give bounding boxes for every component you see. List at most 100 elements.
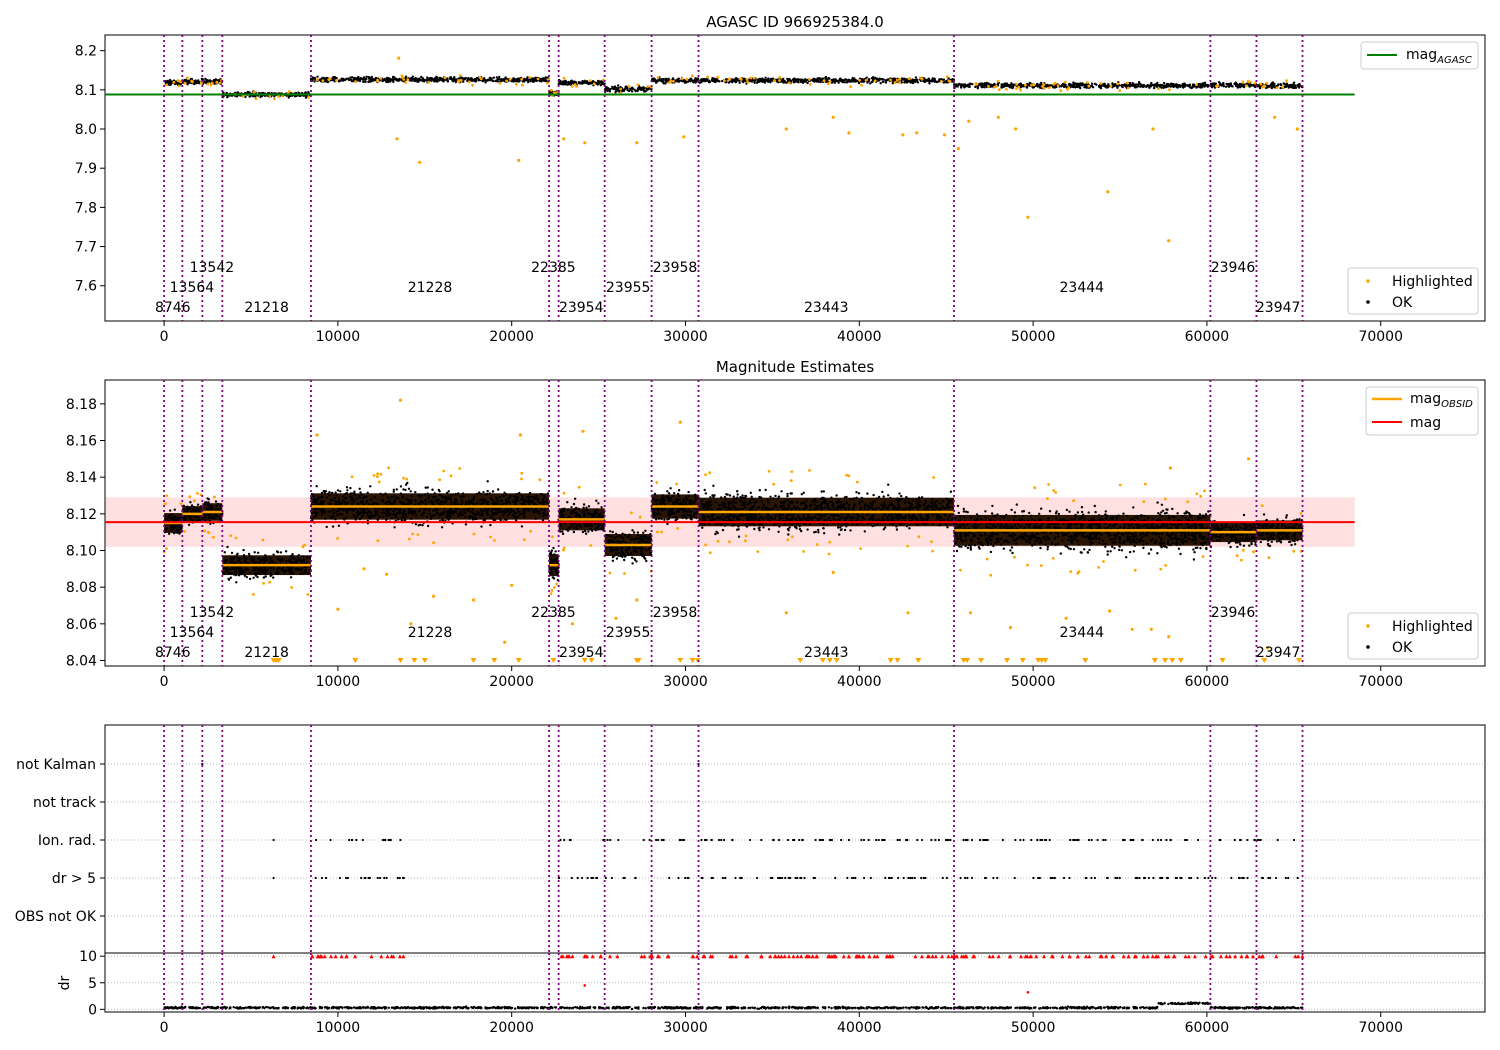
ok-point	[1200, 84, 1204, 87]
ok-point	[1128, 82, 1132, 85]
ok-point	[452, 501, 455, 504]
ok-point	[786, 77, 789, 81]
highlighted-point	[680, 77, 684, 80]
ok-point	[534, 76, 537, 80]
ok-point	[386, 496, 390, 499]
ok-point	[321, 501, 324, 505]
ok-point	[269, 560, 272, 563]
ok-point	[225, 559, 228, 562]
ok-point	[1070, 85, 1074, 88]
ok-point	[587, 505, 591, 508]
highlighted-point	[515, 82, 518, 86]
highlighted-point	[1241, 80, 1245, 84]
ok-point	[1010, 82, 1013, 85]
ok-point	[392, 78, 396, 81]
ok-point	[245, 575, 248, 579]
ok-point	[502, 514, 505, 517]
ok-point	[248, 577, 252, 581]
highlighted-point	[546, 81, 549, 85]
ok-point	[551, 576, 554, 579]
ok-point	[827, 77, 830, 80]
ok-point	[444, 495, 447, 499]
ok-point	[572, 510, 575, 513]
ok-point	[370, 513, 373, 516]
ok-point	[385, 78, 389, 82]
ok-point	[731, 79, 735, 82]
highlighted-point	[1116, 82, 1120, 86]
ok-point	[583, 510, 586, 513]
y-tick-label: 7.9	[75, 161, 97, 177]
ok-point	[546, 492, 550, 495]
ok-point	[302, 559, 305, 563]
ok-point	[554, 559, 557, 563]
x-tick-label: 20000	[489, 329, 534, 345]
ok-point	[847, 79, 850, 82]
ok-point	[738, 81, 741, 84]
ok-point	[426, 492, 429, 495]
ok-point	[270, 569, 273, 572]
ok-point	[543, 509, 546, 513]
ok-point	[366, 513, 369, 517]
ok-point	[195, 80, 198, 83]
ok-point	[344, 492, 348, 495]
ok-point	[395, 77, 398, 81]
ok-point	[469, 510, 472, 513]
ok-point	[377, 507, 381, 510]
ok-point	[1079, 82, 1083, 86]
ok-point	[253, 561, 256, 565]
ok-point	[235, 581, 238, 584]
ok-point	[419, 78, 423, 82]
ok-point	[404, 483, 408, 486]
ok-point	[755, 81, 759, 85]
highlighted-point	[1032, 83, 1036, 87]
ok-point	[329, 502, 332, 505]
ok-point	[299, 559, 302, 562]
ok-point	[503, 80, 506, 83]
ok-point	[1234, 84, 1238, 88]
ok-point	[414, 523, 418, 526]
ok-point	[298, 567, 301, 571]
ok-point	[195, 519, 198, 522]
ok-point	[466, 79, 469, 83]
ok-point	[315, 485, 318, 488]
ok-point	[312, 495, 315, 498]
ok-point	[393, 513, 396, 517]
ok-point	[639, 88, 642, 91]
ok-point	[360, 516, 363, 519]
ok-point	[1250, 84, 1254, 87]
ok-point	[816, 80, 819, 83]
highlighted-point	[1087, 84, 1091, 88]
highlighted-point	[945, 75, 949, 79]
ok-point	[390, 496, 393, 499]
highlighted-point	[898, 81, 901, 85]
highlighted-point	[997, 88, 1001, 92]
ok-point	[460, 77, 463, 80]
ok-point	[361, 510, 365, 513]
ok-point	[407, 500, 410, 503]
ok-point	[881, 80, 885, 84]
ok-point	[437, 498, 441, 502]
ok-point	[369, 511, 372, 515]
ok-point	[328, 491, 331, 494]
highlighted-point	[505, 79, 508, 83]
ok-point	[575, 526, 578, 529]
ok-point	[424, 486, 427, 489]
ok-point	[609, 87, 612, 91]
x-tick-label: 70000	[1358, 329, 1403, 345]
highlighted-point	[395, 137, 399, 141]
highlighted-point	[589, 544, 593, 547]
ok-point	[242, 572, 245, 575]
highlighted-point	[1024, 83, 1027, 87]
ok-point	[534, 517, 537, 520]
highlighted-point	[261, 538, 265, 542]
ok-point	[261, 558, 264, 562]
ok-point	[600, 527, 603, 530]
ok-point	[495, 496, 498, 499]
highlighted-point	[948, 80, 952, 83]
highlighted-point	[327, 78, 331, 81]
ok-point	[876, 77, 879, 81]
ok-point	[467, 77, 470, 80]
ok-point	[1156, 81, 1159, 85]
ok-point	[505, 77, 508, 81]
ok-point	[910, 81, 914, 84]
